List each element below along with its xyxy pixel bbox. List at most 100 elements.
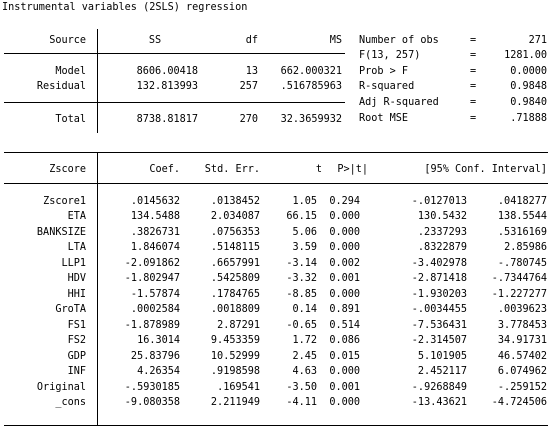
row-ci-lo: -7.536431 xyxy=(411,320,467,331)
row-coef: -2.091862 xyxy=(124,258,180,269)
row-var: BANKSIZE xyxy=(36,227,86,238)
stat-label-probf: Prob > F xyxy=(359,66,409,77)
row-t: -3.50 xyxy=(286,382,317,393)
row-ci-hi: 138.5544 xyxy=(497,211,547,222)
row-coef: .0002584 xyxy=(130,304,180,315)
stat-eq-rmse: = xyxy=(470,113,477,124)
coef-top-rule-right xyxy=(98,152,548,153)
row-coef: 134.5488 xyxy=(130,211,180,222)
table-row: FS1 -1.878989 2.87291 -0.65 0.514 -7.536… xyxy=(0,320,556,335)
row-ci-hi: -.7344764 xyxy=(491,273,547,284)
row-var: Zscore1 xyxy=(43,196,86,207)
row-p: 0.086 xyxy=(329,335,360,346)
anova-header-ms: MS xyxy=(329,35,342,46)
stat-label-r2: R-squared xyxy=(359,81,415,92)
row-coef: -9.080358 xyxy=(124,397,180,408)
anova-header-rule-left xyxy=(4,53,97,54)
stat-value-f: 1281.00 xyxy=(504,50,547,61)
row-ci-lo: -1.930203 xyxy=(411,289,467,300)
table-row: HDV -1.802947 .5425809 -3.32 0.001 -2.87… xyxy=(0,273,556,288)
page-title: Instrumental variables (2SLS) regression xyxy=(2,2,248,13)
row-var: ETA xyxy=(67,211,86,222)
table-row: GroTA .0002584 .0018809 0.14 0.891 -.003… xyxy=(0,304,556,319)
row-t: 3.59 xyxy=(292,242,317,253)
table-row: Zscore1 .0145632 .0138452 1.05 0.294 -.0… xyxy=(0,196,556,211)
coef-header-se: Std. Err. xyxy=(204,164,260,175)
row-t: 5.06 xyxy=(292,227,317,238)
row-se: .5425809 xyxy=(210,273,260,284)
anova-row-model-source: Model xyxy=(55,66,86,77)
row-var: HHI xyxy=(67,289,86,300)
row-coef: -.5930185 xyxy=(124,382,180,393)
row-p: 0.000 xyxy=(329,397,360,408)
row-se: .0138452 xyxy=(210,196,260,207)
row-ci-hi: .0039623 xyxy=(497,304,547,315)
table-row: BANKSIZE .3826731 .0756353 5.06 0.000 .2… xyxy=(0,227,556,242)
row-p: 0.001 xyxy=(329,382,360,393)
table-row: FS2 16.3014 9.453359 1.72 0.086 -2.31450… xyxy=(0,335,556,350)
row-ci-lo: .8322879 xyxy=(417,242,467,253)
anova-header-ss: SS xyxy=(148,35,162,46)
row-se: 2.211949 xyxy=(210,397,260,408)
anova-header-source: Source xyxy=(49,35,86,46)
row-t: -0.65 xyxy=(286,320,317,331)
stat-label-nobs: Number of obs xyxy=(359,35,439,46)
row-ci-hi: -.259152 xyxy=(497,382,547,393)
row-var: FS2 xyxy=(67,335,86,346)
row-se: .9198598 xyxy=(210,366,260,377)
row-ci-hi: .0418277 xyxy=(497,196,547,207)
stat-label-adjr2: Adj R-squared xyxy=(359,97,439,108)
table-row: LLP1 -2.091862 .6657991 -3.14 0.002 -3.4… xyxy=(0,258,556,273)
coef-header-rule-right xyxy=(98,183,548,184)
row-var: GroTA xyxy=(55,304,86,315)
coef-header-rule-left xyxy=(4,183,97,184)
row-ci-hi: 34.91731 xyxy=(497,335,547,346)
row-t: 1.72 xyxy=(292,335,317,346)
row-se: .0756353 xyxy=(210,227,260,238)
row-ci-hi: 2.85986 xyxy=(504,242,547,253)
row-t: -3.32 xyxy=(286,273,317,284)
anova-total-rule-left xyxy=(4,102,97,103)
row-ci-hi: 6.074962 xyxy=(497,366,547,377)
table-row: _cons -9.080358 2.211949 -4.11 0.000 -13… xyxy=(0,397,556,412)
anova-row-total-df: 270 xyxy=(239,114,258,125)
stat-value-adjr2: 0.9840 xyxy=(510,97,547,108)
row-coef: -1.802947 xyxy=(124,273,180,284)
coef-top-rule-left xyxy=(4,152,97,153)
coef-bottom-rule-left xyxy=(4,425,97,426)
row-ci-hi: 46.57402 xyxy=(497,351,547,362)
coef-bottom-rule-right xyxy=(98,425,548,426)
anova-vertical-rule xyxy=(97,29,98,133)
row-ci-lo: 5.101905 xyxy=(417,351,467,362)
row-t: -8.85 xyxy=(286,289,317,300)
row-coef: 4.26354 xyxy=(137,366,180,377)
row-ci-hi: -.780745 xyxy=(497,258,547,269)
anova-row-model-ss: 8606.00418 xyxy=(136,66,198,77)
row-ci-hi: .5316169 xyxy=(497,227,547,238)
anova-row-residual-ms: .516785963 xyxy=(280,81,342,92)
anova-header-df: df xyxy=(245,35,258,46)
row-var: LLP1 xyxy=(61,258,86,269)
row-p: 0.000 xyxy=(329,242,360,253)
row-coef: -1.57874 xyxy=(130,289,180,300)
row-t: 1.05 xyxy=(292,196,317,207)
row-ci-lo: -13.43621 xyxy=(411,397,467,408)
anova-row-residual-source: Residual xyxy=(36,81,86,92)
row-se: 2.034087 xyxy=(210,211,260,222)
row-p: 0.002 xyxy=(329,258,360,269)
row-p: 0.294 xyxy=(329,196,360,207)
row-se: .169541 xyxy=(217,382,260,393)
row-t: -3.14 xyxy=(286,258,317,269)
row-p: 0.000 xyxy=(329,211,360,222)
coef-header-var: Zscore xyxy=(49,164,86,175)
row-coef: .0145632 xyxy=(130,196,180,207)
row-ci-hi: -4.724506 xyxy=(491,397,547,408)
anova-total-rule-right xyxy=(98,102,345,103)
row-var: _cons xyxy=(55,397,86,408)
row-p: 0.000 xyxy=(329,366,360,377)
row-p: 0.015 xyxy=(329,351,360,362)
anova-row-residual-ss: 132.813993 xyxy=(136,81,198,92)
row-ci-lo: -.0034455 xyxy=(411,304,467,315)
anova-row-total-source: Total xyxy=(55,114,86,125)
stat-value-probf: 0.0000 xyxy=(510,66,547,77)
